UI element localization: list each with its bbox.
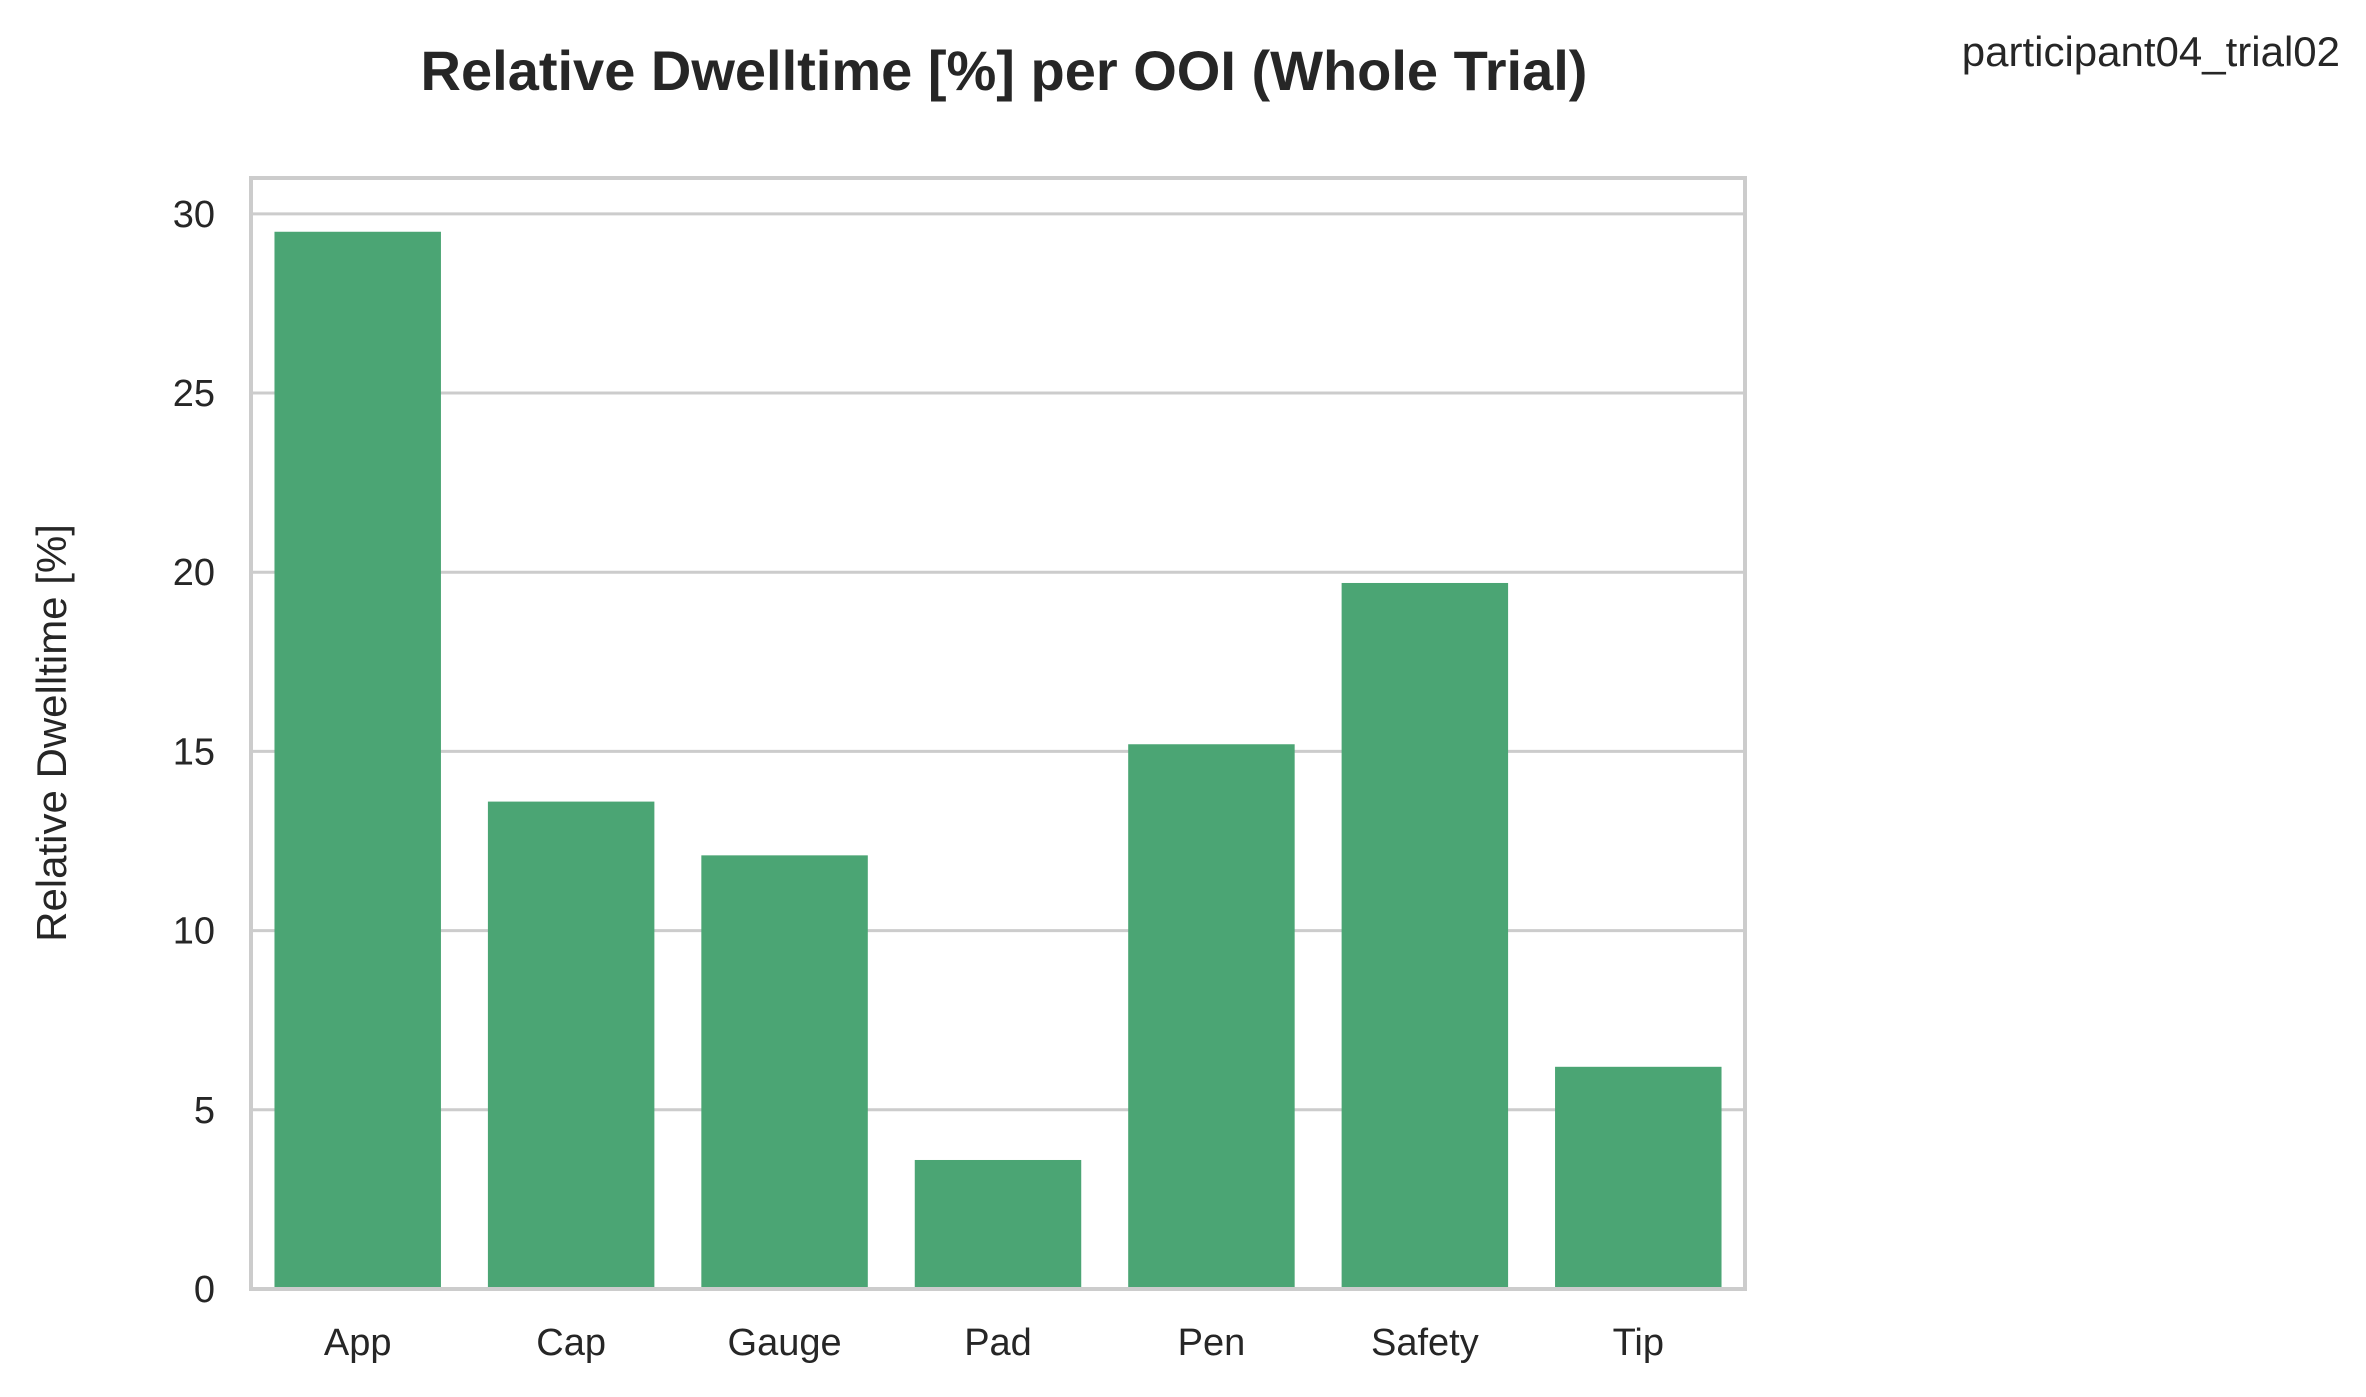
bar-pen [1128,744,1295,1289]
x-tick-label: Pen [1178,1322,1246,1364]
bars [274,231,1722,1290]
x-tick-label: Safety [1371,1322,1479,1364]
x-tick-label: Gauge [728,1322,842,1364]
x-tick-label: Pad [964,1322,1032,1364]
y-tick-label: 15 [173,731,215,773]
y-tick-label: 0 [194,1269,215,1311]
bar-app [274,231,441,1290]
y-tick-label: 20 [173,552,215,594]
x-tick-label: Cap [536,1322,606,1364]
plot-frame [249,176,1747,1291]
x-tick-label: Tip [1613,1322,1664,1364]
x-tick-label: App [324,1322,392,1364]
bar-cap [487,801,655,1289]
y-axis-label: Relative Dwelltime [%] [28,524,75,942]
y-tick-label: 30 [173,194,215,236]
gridlines [251,212,1745,1112]
bar-gauge [701,855,868,1289]
y-tick-labels: 0 5 10 15 20 25 30 [173,194,215,1311]
chart-title: Relative Dwelltime [%] per OOI (Whole Tr… [421,39,1588,102]
bar-pad [914,1159,1082,1289]
x-tick-labels: App Cap Gauge Pad Pen Safety Tip [324,1322,1664,1364]
y-tick-label: 10 [173,911,215,953]
bar-tip [1555,1066,1722,1289]
y-tick-label: 25 [173,373,215,415]
bar-safety [1341,582,1509,1289]
trial-annotation: participant04_trial02 [1962,28,2340,75]
y-tick-label: 5 [194,1090,215,1132]
